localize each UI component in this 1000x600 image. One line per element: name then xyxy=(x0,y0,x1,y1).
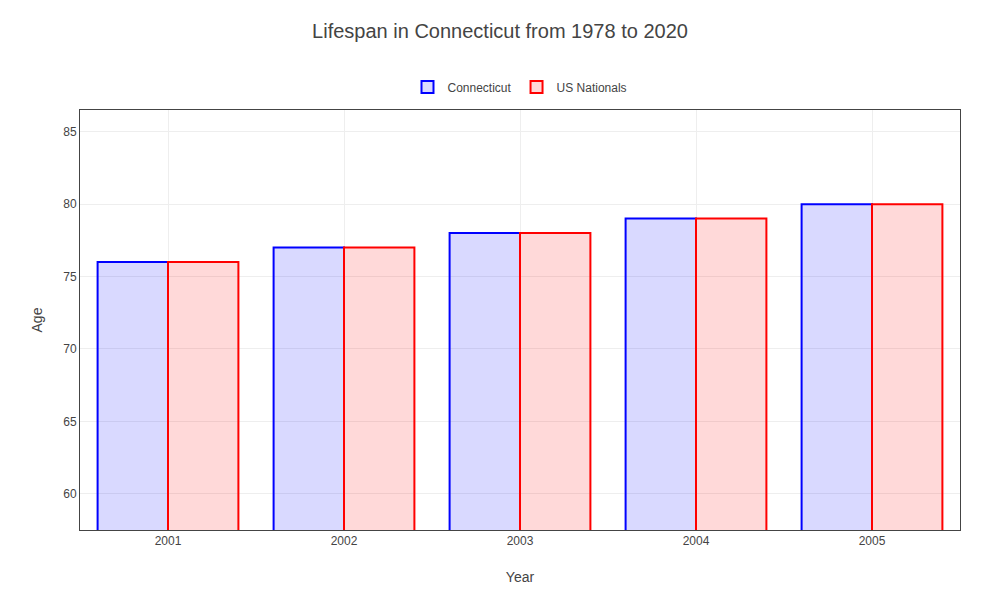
svg-text:US Nationals: US Nationals xyxy=(557,81,627,95)
svg-text:2002: 2002 xyxy=(331,534,358,548)
svg-text:60: 60 xyxy=(63,487,77,501)
svg-text:85: 85 xyxy=(63,125,77,139)
svg-text:Lifespan in Connecticut from 1: Lifespan in Connecticut from 1978 to 202… xyxy=(312,20,688,42)
svg-text:Age: Age xyxy=(29,307,45,332)
svg-text:Year: Year xyxy=(506,569,535,585)
svg-text:Connecticut: Connecticut xyxy=(448,81,512,95)
svg-text:80: 80 xyxy=(63,197,77,211)
svg-text:2001: 2001 xyxy=(155,534,182,548)
svg-text:2003: 2003 xyxy=(507,534,534,548)
svg-text:65: 65 xyxy=(63,415,77,429)
svg-text:75: 75 xyxy=(63,270,77,284)
svg-text:2005: 2005 xyxy=(859,534,886,548)
svg-text:70: 70 xyxy=(63,342,77,356)
svg-text:2004: 2004 xyxy=(683,534,710,548)
